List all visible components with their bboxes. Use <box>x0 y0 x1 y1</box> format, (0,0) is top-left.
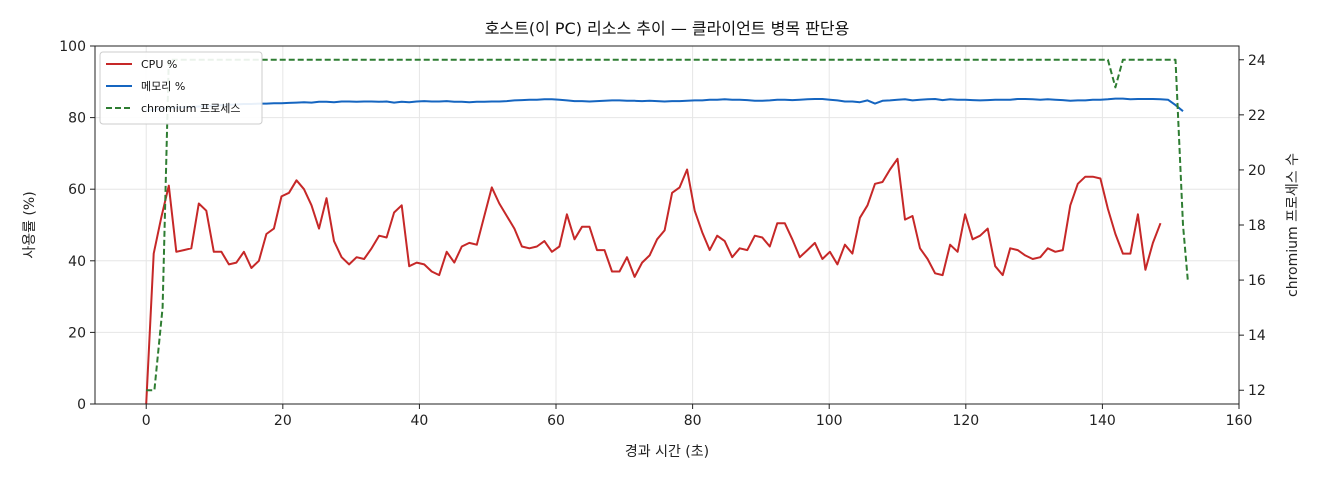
legend-box <box>99 51 263 125</box>
y-axis-ticks: 0 20 40 60 80 100 <box>59 39 95 413</box>
x-tick-label: 20 <box>274 413 292 429</box>
y2-axis-ticks: 12 14 16 18 20 22 24 <box>1239 53 1266 399</box>
x-tick-label: 160 <box>1226 413 1253 429</box>
y2-tick-label: 18 <box>1248 218 1266 234</box>
y2-tick-label: 16 <box>1248 273 1266 289</box>
x-axis-label: 경과 시간 (초) <box>625 444 709 460</box>
series-line-memory <box>146 97 1184 112</box>
legend-label: 메모리 % <box>141 80 185 93</box>
y2-tick-label: 20 <box>1248 163 1266 179</box>
y2-tick-label: 14 <box>1248 328 1266 344</box>
x-tick-label: 0 <box>142 413 151 429</box>
legend: CPU % 메모리 % chromium 프로세스 <box>99 51 263 125</box>
x-tick-label: 40 <box>411 413 429 429</box>
y2-tick-label: 22 <box>1248 108 1266 124</box>
chart-title: 호스트(이 PC) 리소스 추이 — 클라이언트 병목 판단용 <box>485 19 850 38</box>
y-tick-label: 100 <box>59 39 86 55</box>
y-axis-label: 사용률 (%) <box>22 191 38 258</box>
x-tick-label: 100 <box>816 413 843 429</box>
y-tick-label: 60 <box>68 182 86 198</box>
y-tick-label: 0 <box>77 397 86 413</box>
x-tick-label: 60 <box>547 413 565 429</box>
y2-tick-label: 12 <box>1248 383 1266 399</box>
x-tick-label: 120 <box>952 413 979 429</box>
y-tick-label: 40 <box>68 254 86 270</box>
x-axis-ticks: 0 20 40 60 80 100 120 140 160 <box>142 404 1253 429</box>
y-tick-label: 80 <box>68 111 86 127</box>
x-tick-label: 140 <box>1089 413 1116 429</box>
series-line-chromium <box>146 58 1189 392</box>
y2-tick-label: 24 <box>1248 53 1266 69</box>
series-layer <box>145 58 1189 405</box>
series-line-cpu <box>145 157 1162 405</box>
y2-axis-label: chromium 프로세스 수 <box>1285 153 1301 297</box>
x-tick-label: 80 <box>684 413 702 429</box>
legend-label: chromium 프로세스 <box>141 102 240 115</box>
legend-label: CPU % <box>141 58 177 71</box>
y-tick-label: 20 <box>68 325 86 341</box>
